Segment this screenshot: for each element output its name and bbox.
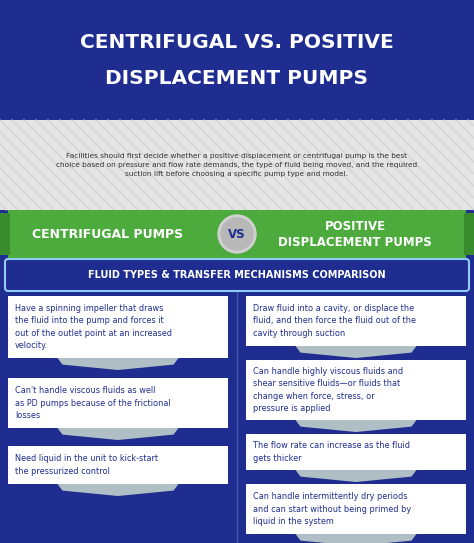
FancyBboxPatch shape	[8, 378, 228, 428]
Polygon shape	[8, 446, 22, 456]
Text: Can handle intermittently dry periods
and can start without being primed by
liqu: Can handle intermittently dry periods an…	[253, 493, 411, 526]
Text: CENTRIFUGAL PUMPS: CENTRIFUGAL PUMPS	[32, 228, 183, 241]
Polygon shape	[57, 358, 179, 370]
Circle shape	[221, 218, 253, 250]
FancyBboxPatch shape	[246, 360, 466, 420]
Bar	[8, 210, 466, 258]
Text: Have a spinning impeller that draws
the fluid into the pump and forces it
out of: Have a spinning impeller that draws the …	[15, 304, 172, 350]
FancyBboxPatch shape	[5, 259, 469, 291]
Polygon shape	[295, 470, 417, 482]
Bar	[0, 0, 474, 120]
Bar	[0, 213, 10, 255]
Polygon shape	[57, 428, 179, 440]
Polygon shape	[57, 484, 179, 496]
Polygon shape	[246, 296, 260, 306]
Circle shape	[218, 215, 256, 253]
Text: VS: VS	[228, 228, 246, 241]
Polygon shape	[8, 378, 22, 388]
Polygon shape	[295, 420, 417, 432]
Bar	[0, 120, 474, 210]
FancyBboxPatch shape	[246, 484, 466, 534]
Text: Can't handle viscous fluids as well
as PD pumps because of the frictional
losses: Can't handle viscous fluids as well as P…	[15, 387, 171, 420]
Text: Draw fluid into a cavity, or displace the
fluid, and then force the fluid out of: Draw fluid into a cavity, or displace th…	[253, 304, 416, 338]
Text: Can handle highly viscous fluids and
shear sensitive fluids—or fluids that
chang: Can handle highly viscous fluids and she…	[253, 367, 403, 413]
Text: DISPLACEMENT PUMPS: DISPLACEMENT PUMPS	[106, 68, 368, 87]
Polygon shape	[246, 484, 260, 494]
FancyBboxPatch shape	[246, 296, 466, 346]
Bar	[0, 258, 474, 543]
Polygon shape	[8, 296, 22, 306]
FancyBboxPatch shape	[8, 296, 228, 358]
Bar	[464, 213, 474, 255]
Text: Facilities should first decide whether a positive displacement or centrifugal pu: Facilities should first decide whether a…	[56, 153, 418, 177]
Polygon shape	[295, 534, 417, 543]
Polygon shape	[295, 346, 417, 358]
Text: Need liquid in the unit to kick-start
the pressurized control: Need liquid in the unit to kick-start th…	[15, 454, 158, 476]
Text: POSITIVE
DISPLACEMENT PUMPS: POSITIVE DISPLACEMENT PUMPS	[278, 219, 432, 249]
FancyBboxPatch shape	[246, 434, 466, 470]
FancyBboxPatch shape	[8, 446, 228, 484]
Polygon shape	[246, 360, 260, 370]
Text: The flow rate can increase as the fluid
gets thicker: The flow rate can increase as the fluid …	[253, 441, 410, 463]
Polygon shape	[246, 434, 260, 444]
Text: CENTRIFUGAL VS. POSITIVE: CENTRIFUGAL VS. POSITIVE	[80, 33, 394, 52]
Text: FLUID TYPES & TRANSFER MECHANISMS COMPARISON: FLUID TYPES & TRANSFER MECHANISMS COMPAR…	[88, 270, 386, 280]
